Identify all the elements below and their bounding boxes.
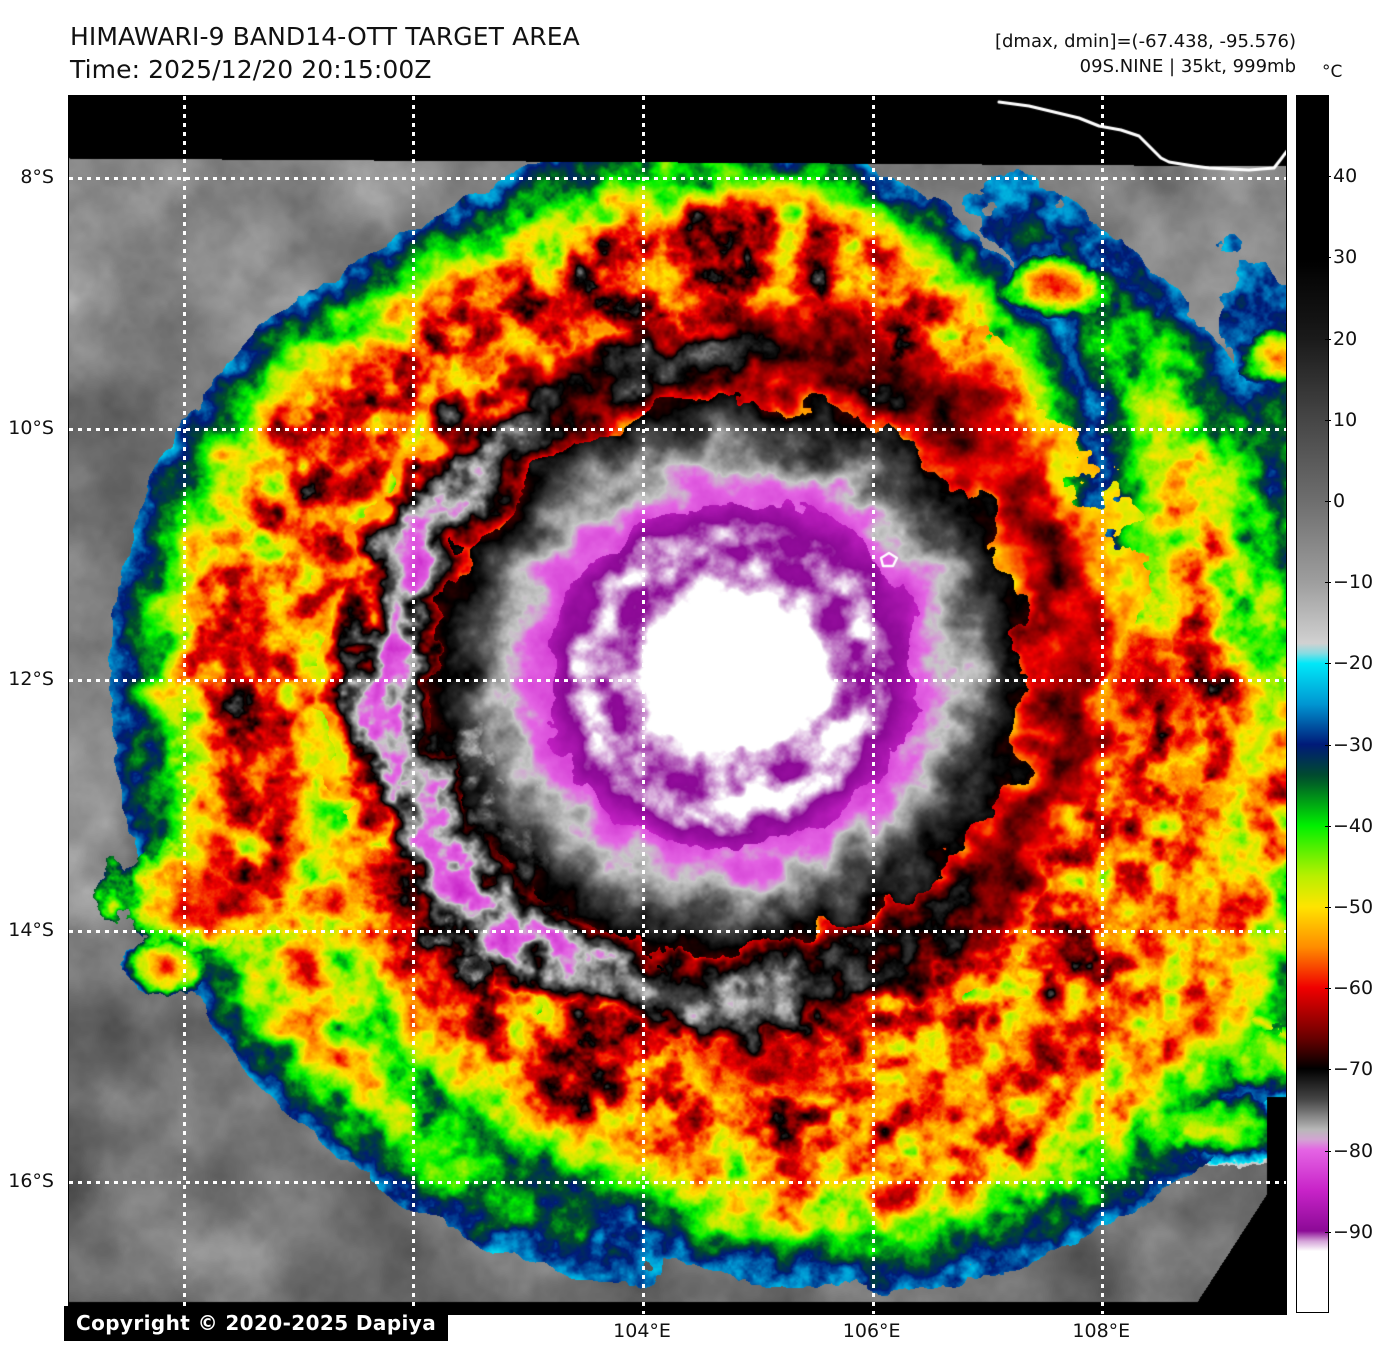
- colorbar-tick-label: −30: [1333, 733, 1374, 756]
- colorbar-tickmark: [1325, 907, 1331, 908]
- colorbar-tickmark: [1325, 176, 1331, 178]
- latitude-tick-label: 8°S: [20, 165, 54, 188]
- metadata-block: [dmax, dmin]=(-67.438, -95.576) 09S.NINE…: [995, 30, 1296, 80]
- colorbar-tick-label: −90: [1333, 1220, 1374, 1243]
- colorbar-tick-label: −80: [1333, 1139, 1374, 1162]
- colorbar-unit-label: °C: [1322, 62, 1343, 82]
- colorbar-tickmark: [1325, 663, 1331, 665]
- colorbar-tickmark: [1325, 744, 1331, 746]
- colorbar-tick-label: −60: [1333, 977, 1374, 1000]
- satellite-plot-area[interactable]: [68, 95, 1287, 1315]
- colorbar-tickmark: [1325, 257, 1331, 259]
- longitude-tick-label: 108°E: [1072, 1320, 1131, 1342]
- colorbar-tick-label: 20: [1333, 327, 1358, 350]
- colorbar-gradient: [1297, 96, 1328, 1312]
- storm-summary: 09S.NINE | 35kt, 999mb: [1079, 55, 1296, 77]
- plot-inner: [69, 96, 1286, 1314]
- temperature-colorbar[interactable]: [1296, 95, 1329, 1313]
- colorbar-tick-label: 0: [1333, 490, 1346, 512]
- title-timestamp: Time: 2025/12/20 20:15:00Z: [70, 55, 432, 84]
- copyright-watermark: Copyright © 2020-2025 Dapiya: [64, 1306, 449, 1341]
- colorbar-tick-label: 30: [1333, 246, 1358, 269]
- latitude-tick-label: 16°S: [8, 1170, 54, 1193]
- colorbar-tickmark: [1325, 1231, 1331, 1233]
- colorbar-tick-label: −10: [1333, 571, 1374, 594]
- colorbar-tick-label: −40: [1333, 814, 1374, 837]
- latitude-axis-labels: 8°S 10°S 12°S 14°S 16°S: [0, 0, 62, 1359]
- dmax-dmin-readout: [dmax, dmin]=(-67.438, -95.576): [994, 31, 1296, 52]
- infrared-satellite-image: [69, 96, 1286, 1314]
- colorbar-tickmark: [1325, 582, 1331, 584]
- longitude-tick-label: 104°E: [613, 1320, 671, 1342]
- colorbar-tickmark: [1325, 988, 1331, 990]
- colorbar-tick-label: −20: [1333, 652, 1374, 675]
- title-primary: HIMAWARI-9 BAND14-OTT TARGET AREA: [70, 22, 580, 51]
- colorbar-tick-label: −70: [1333, 1058, 1374, 1081]
- colorbar-tickmark: [1325, 338, 1331, 340]
- latitude-tick-label: 14°S: [8, 919, 54, 942]
- latitude-tick-label: 12°S: [8, 667, 54, 690]
- colorbar-tickmark: [1325, 1150, 1331, 1152]
- colorbar-tickmark: [1325, 501, 1331, 502]
- colorbar-tick-label: 40: [1333, 165, 1358, 188]
- colorbar-tick-label: −50: [1333, 896, 1374, 918]
- colorbar-tickmark: [1325, 825, 1331, 827]
- page-title: HIMAWARI-9 BAND14-OTT TARGET AREA Time: …: [70, 20, 580, 86]
- longitude-tick-label: 106°E: [842, 1320, 901, 1342]
- latitude-tick-label: 10°S: [8, 416, 54, 439]
- colorbar-tickmark: [1325, 419, 1331, 421]
- colorbar-tickmark: [1325, 1069, 1331, 1071]
- colorbar-tick-label: 10: [1333, 408, 1358, 431]
